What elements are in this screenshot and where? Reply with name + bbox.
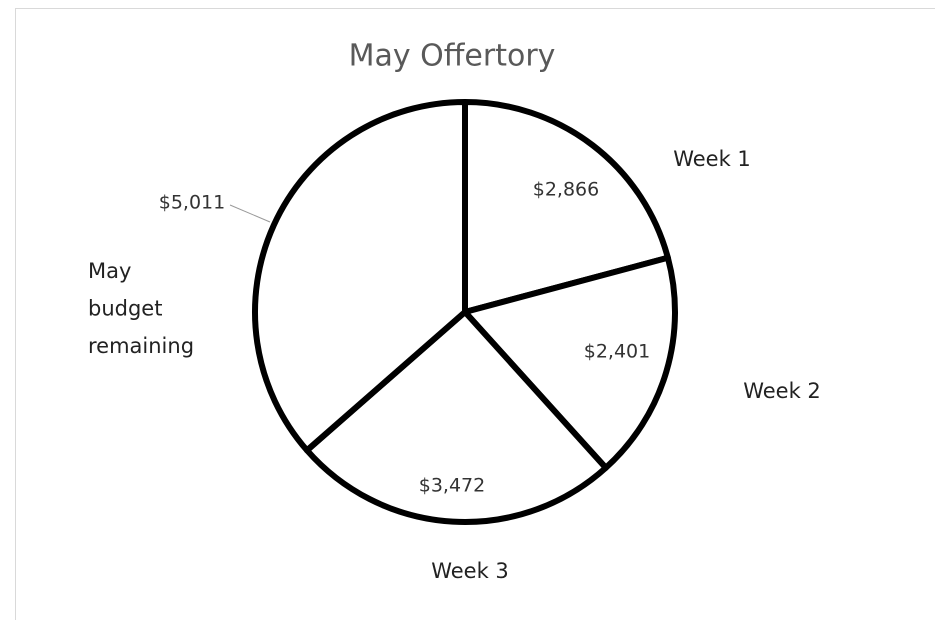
category-label: May budget remaining	[88, 259, 194, 358]
data-label: $5,011	[159, 192, 225, 214]
leader-line	[229, 204, 271, 223]
chart-title: May Offertory	[349, 39, 556, 74]
data-label: $3,472	[419, 475, 485, 497]
pie-slice	[462, 254, 678, 471]
category-label: Week 2	[743, 379, 821, 403]
data-label: $2,866	[533, 179, 599, 201]
category-label: Week 3	[431, 559, 509, 583]
data-label: $2,401	[584, 341, 650, 363]
pie-slice	[252, 99, 468, 454]
category-label: Week 1	[673, 147, 751, 171]
pie-slice	[303, 309, 609, 525]
pie-slice	[462, 99, 671, 315]
